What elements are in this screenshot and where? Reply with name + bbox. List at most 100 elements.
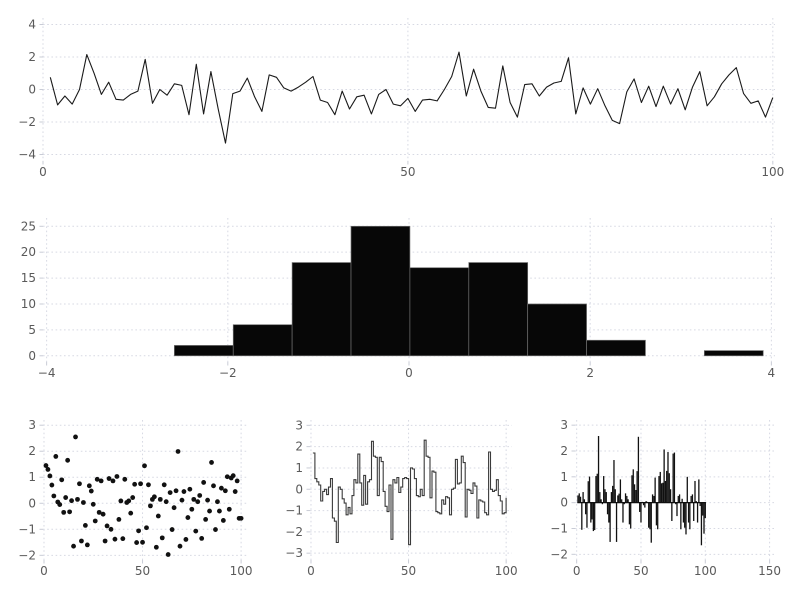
scatter-point xyxy=(218,485,224,491)
scatter-point xyxy=(234,478,240,484)
scatter-point xyxy=(77,481,82,487)
scatter-point xyxy=(209,460,214,465)
scatter-point xyxy=(138,481,143,487)
scatter-point xyxy=(189,506,195,512)
scatter-point xyxy=(69,498,74,504)
histogram-bar xyxy=(350,225,411,357)
scatter-point xyxy=(171,505,177,511)
y-tick-label: 2 xyxy=(295,440,303,454)
y-tick-label: −2 xyxy=(18,548,36,562)
y-tick-label: 1 xyxy=(560,470,568,484)
scatter-point xyxy=(57,502,63,507)
scatter-point xyxy=(61,509,67,515)
scatter-point xyxy=(201,480,207,485)
y-tick-label: 3 xyxy=(560,418,568,432)
scatter-point xyxy=(187,486,193,492)
scatter-point xyxy=(203,517,209,522)
x-tick-label: 0 xyxy=(39,165,47,179)
x-tick-label: 4 xyxy=(768,366,776,380)
scatter-point xyxy=(90,501,96,507)
subplot-step: 0 50 100 −3 −2 −1 0 1 2 3 xyxy=(285,418,517,578)
scatter-point xyxy=(148,503,153,509)
scatter-point xyxy=(88,488,94,494)
scatter-point xyxy=(197,493,203,498)
scatter-point xyxy=(146,482,151,488)
x-tick-label: 50 xyxy=(400,165,415,179)
histogram-bar xyxy=(232,324,293,357)
scatter-point xyxy=(106,476,112,481)
scatter-point xyxy=(63,495,69,500)
scatter-point xyxy=(199,536,205,541)
x-tick-label: 50 xyxy=(135,564,150,578)
x-tick-label: 2 xyxy=(586,366,594,380)
scatter-point xyxy=(53,454,59,459)
scatter-point xyxy=(157,496,163,502)
scatter-point xyxy=(142,463,147,469)
histogram-bar xyxy=(703,350,764,357)
y-tick-label: −2 xyxy=(285,525,303,539)
y-tick-label: 0 xyxy=(28,83,36,97)
y-tick-label: 2 xyxy=(560,444,568,458)
x-tick-label: 100 xyxy=(761,165,784,179)
subplot-scatter: 0 50 100 −2 −1 0 1 2 3 xyxy=(18,418,252,578)
y-tick-label: 0 xyxy=(28,349,36,363)
y-tick-label: 3 xyxy=(28,418,36,432)
scatter-point xyxy=(224,474,230,480)
x-tick-label: −2 xyxy=(219,366,237,380)
scatter-point xyxy=(173,488,179,494)
subplot-stem: 0 50 100 150 −2 −1 0 1 2 3 xyxy=(550,418,781,578)
scatter-point xyxy=(215,499,220,505)
histogram-bar xyxy=(586,339,646,357)
y-tick-label: −2 xyxy=(18,115,36,129)
scatter-point xyxy=(114,474,120,479)
y-tick-label: 20 xyxy=(21,245,36,259)
scatter-point xyxy=(86,483,92,489)
scatter-point xyxy=(169,527,175,532)
y-tick-label: −1 xyxy=(18,522,36,536)
scatter-point xyxy=(177,543,183,549)
x-tick-label: 0 xyxy=(573,564,581,578)
scatter-point xyxy=(179,497,185,503)
scatter-point xyxy=(175,449,181,454)
scatter-point xyxy=(134,540,140,545)
scatter-point xyxy=(47,473,53,479)
scatter-point xyxy=(100,511,106,517)
scatter-point xyxy=(232,489,238,494)
histogram-bar xyxy=(527,303,587,357)
scatter-point xyxy=(136,528,142,534)
scatter-point xyxy=(102,538,108,544)
scatter-point xyxy=(112,536,118,542)
histogram-bar xyxy=(174,345,234,357)
y-tick-label: −3 xyxy=(285,546,303,560)
x-tick-label: 100 xyxy=(694,564,717,578)
scatter-point xyxy=(220,518,226,523)
histogram-bar xyxy=(409,267,470,357)
scatter-point xyxy=(59,477,65,483)
scatter-point xyxy=(167,490,173,496)
scatter-point xyxy=(84,542,90,548)
scatter-point xyxy=(213,527,218,532)
scatter-point xyxy=(94,476,100,482)
scatter-point xyxy=(120,536,126,542)
scatter-point xyxy=(222,488,228,494)
scatter-point xyxy=(205,497,210,503)
scatter-point xyxy=(128,510,134,516)
scatter-point xyxy=(183,537,189,542)
scatter-point xyxy=(79,538,84,544)
subplot-line-timeseries: 0 50 100 −4 −2 0 2 4 xyxy=(18,18,784,180)
x-tick-label: 50 xyxy=(633,564,648,578)
scatter-point xyxy=(92,518,98,524)
y-tick-label: 2 xyxy=(28,444,36,458)
y-tick-label: 10 xyxy=(21,297,36,311)
histogram-bar xyxy=(291,262,352,357)
x-tick-label: 0 xyxy=(307,564,315,578)
scatter-point xyxy=(51,493,57,499)
x-tick-label: 100 xyxy=(230,564,253,578)
x-tick-label: 0 xyxy=(405,366,413,380)
scatter-point xyxy=(217,508,222,514)
y-tick-label: 25 xyxy=(21,219,36,233)
x-tick-label: 0 xyxy=(40,564,48,578)
scatter-point xyxy=(96,509,102,515)
scatter-point xyxy=(165,552,171,557)
